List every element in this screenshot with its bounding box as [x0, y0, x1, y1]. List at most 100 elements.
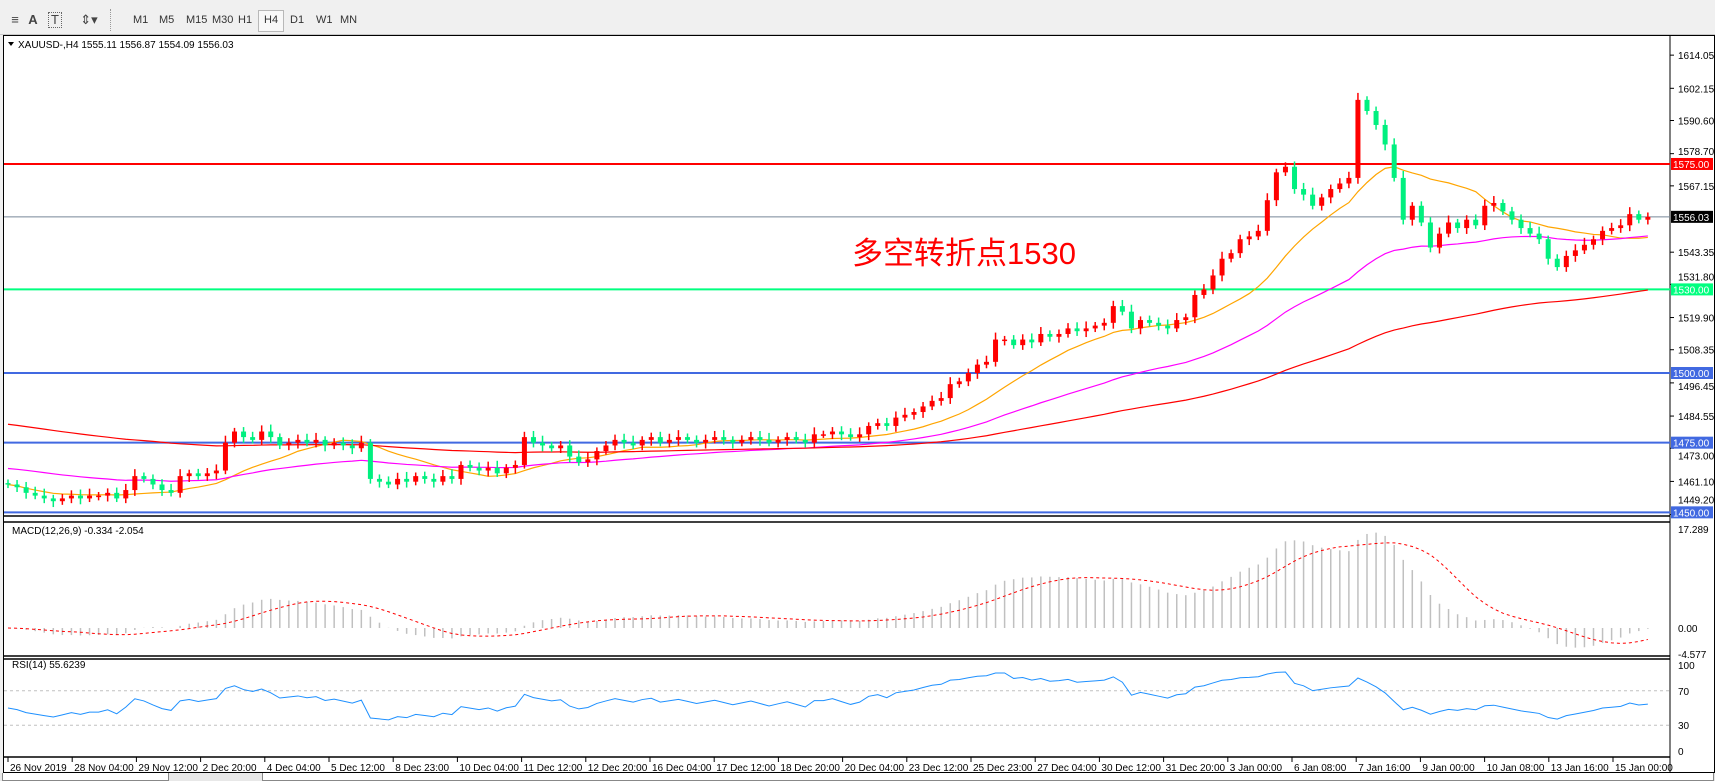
candle	[1119, 299, 1125, 316]
candle	[585, 452, 591, 467]
candle-body	[1473, 219, 1479, 226]
candle	[87, 488, 93, 503]
candle-body	[440, 476, 446, 482]
candle-body	[358, 442, 364, 449]
price-line-label: 1556.03	[1673, 213, 1710, 224]
candle-body	[123, 490, 129, 499]
price-line-label: 1475.00	[1673, 439, 1710, 450]
chart-canvas[interactable]: XAUUSD-,H4 1555.11 1556.87 1554.09 1556.…	[4, 36, 1714, 772]
time-label: 30 Dec 12:00	[1101, 763, 1161, 772]
timeframe-m15-button[interactable]: M15	[186, 14, 208, 26]
candle	[232, 427, 237, 448]
text-label-icon[interactable]: T	[48, 12, 62, 28]
timeframe-h1-button[interactable]: H1	[238, 14, 253, 26]
time-label: 10 Jan 08:00	[1487, 763, 1545, 772]
price-label: 1531.80	[1678, 272, 1714, 283]
candle	[1436, 227, 1442, 254]
candle-body	[1065, 328, 1071, 334]
time-label: 23 Dec 12:00	[909, 763, 969, 772]
time-label: 29 Nov 12:00	[138, 763, 198, 772]
timeframe-h4-button[interactable]: H4	[258, 10, 285, 32]
price-line-label: 1500.00	[1673, 369, 1710, 380]
candle-body	[114, 492, 120, 499]
candle	[241, 427, 247, 443]
price-label: 1461.10	[1678, 477, 1714, 488]
candle-body	[857, 434, 863, 438]
candle-body	[458, 464, 464, 479]
candle	[1572, 244, 1578, 262]
candle-body	[1273, 172, 1279, 201]
timeframe-m5-button[interactable]: M5	[159, 14, 175, 26]
candle-body	[1210, 275, 1216, 290]
candle-body	[449, 476, 455, 479]
timeframe-d1-button[interactable]: D1	[290, 14, 305, 26]
arrows-icon[interactable]: ⇕▾	[80, 12, 98, 27]
candle	[902, 407, 908, 422]
moving-average-1-line	[7, 166, 1648, 496]
candle	[621, 433, 627, 449]
candle	[422, 471, 428, 484]
candle-body	[431, 478, 437, 482]
time-label: 15 Jan 00:00	[1615, 763, 1673, 772]
chart-tab[interactable]	[262, 773, 1714, 781]
candle	[1518, 214, 1524, 234]
candle	[1618, 219, 1624, 233]
candle	[431, 473, 437, 488]
candle-body	[1174, 320, 1180, 329]
fibonacci-fan-icon[interactable]: ≡	[11, 12, 19, 27]
candle-body	[1509, 211, 1515, 220]
chart-window[interactable]: XAUUSD-,H4 1555.11 1556.87 1554.09 1556.…	[3, 35, 1715, 773]
candle-body	[567, 445, 573, 457]
candle	[685, 433, 690, 444]
timeframe-m30-button[interactable]: M30	[212, 14, 234, 26]
candle-body	[340, 442, 346, 446]
candle	[1092, 321, 1098, 333]
collapse-triangle-icon	[8, 42, 14, 46]
time-label: 8 Dec 23:00	[395, 763, 449, 772]
candle	[947, 377, 953, 404]
candle	[367, 439, 373, 484]
candle	[884, 417, 890, 431]
candle-body	[1518, 219, 1524, 229]
candle	[1527, 221, 1533, 238]
chart-tab[interactable]	[2, 773, 169, 781]
candle-body	[1056, 333, 1062, 337]
timeframe-mn-button[interactable]: MN	[340, 14, 358, 26]
candle	[322, 436, 328, 452]
candle	[349, 439, 355, 455]
candle	[77, 489, 83, 505]
candle-body	[32, 492, 38, 496]
candle	[41, 488, 47, 504]
candle	[612, 434, 618, 451]
candle-body	[875, 423, 881, 426]
rsi-label: RSI(14) 55.6239	[12, 660, 86, 671]
candle-body	[295, 439, 301, 443]
candle	[1355, 92, 1361, 184]
candle	[703, 434, 709, 449]
candle	[993, 332, 999, 367]
candle-body	[549, 445, 555, 449]
candle-body	[585, 459, 591, 463]
candle	[259, 425, 265, 445]
timeframe-m1-button[interactable]: M1	[133, 14, 149, 26]
candle	[521, 431, 527, 469]
timeframe-w1-button[interactable]: W1	[316, 14, 333, 26]
candle	[1500, 199, 1506, 215]
candle-body	[1301, 189, 1307, 195]
price-label: 1543.35	[1678, 248, 1714, 259]
candle-body	[132, 476, 138, 491]
candle	[784, 432, 790, 446]
candle-body	[1364, 99, 1370, 112]
macd-axis-label: 17.289	[1678, 525, 1709, 536]
candle-body	[23, 487, 29, 493]
candle-body	[802, 439, 808, 443]
candle	[829, 427, 835, 440]
candle-body	[1446, 222, 1452, 234]
candle-body	[1382, 124, 1388, 145]
candle-body	[476, 467, 482, 471]
candle	[177, 469, 183, 498]
candle-body	[150, 478, 156, 485]
candle-body	[993, 339, 999, 362]
text-icon[interactable]: A	[28, 12, 38, 27]
candle	[14, 480, 20, 493]
